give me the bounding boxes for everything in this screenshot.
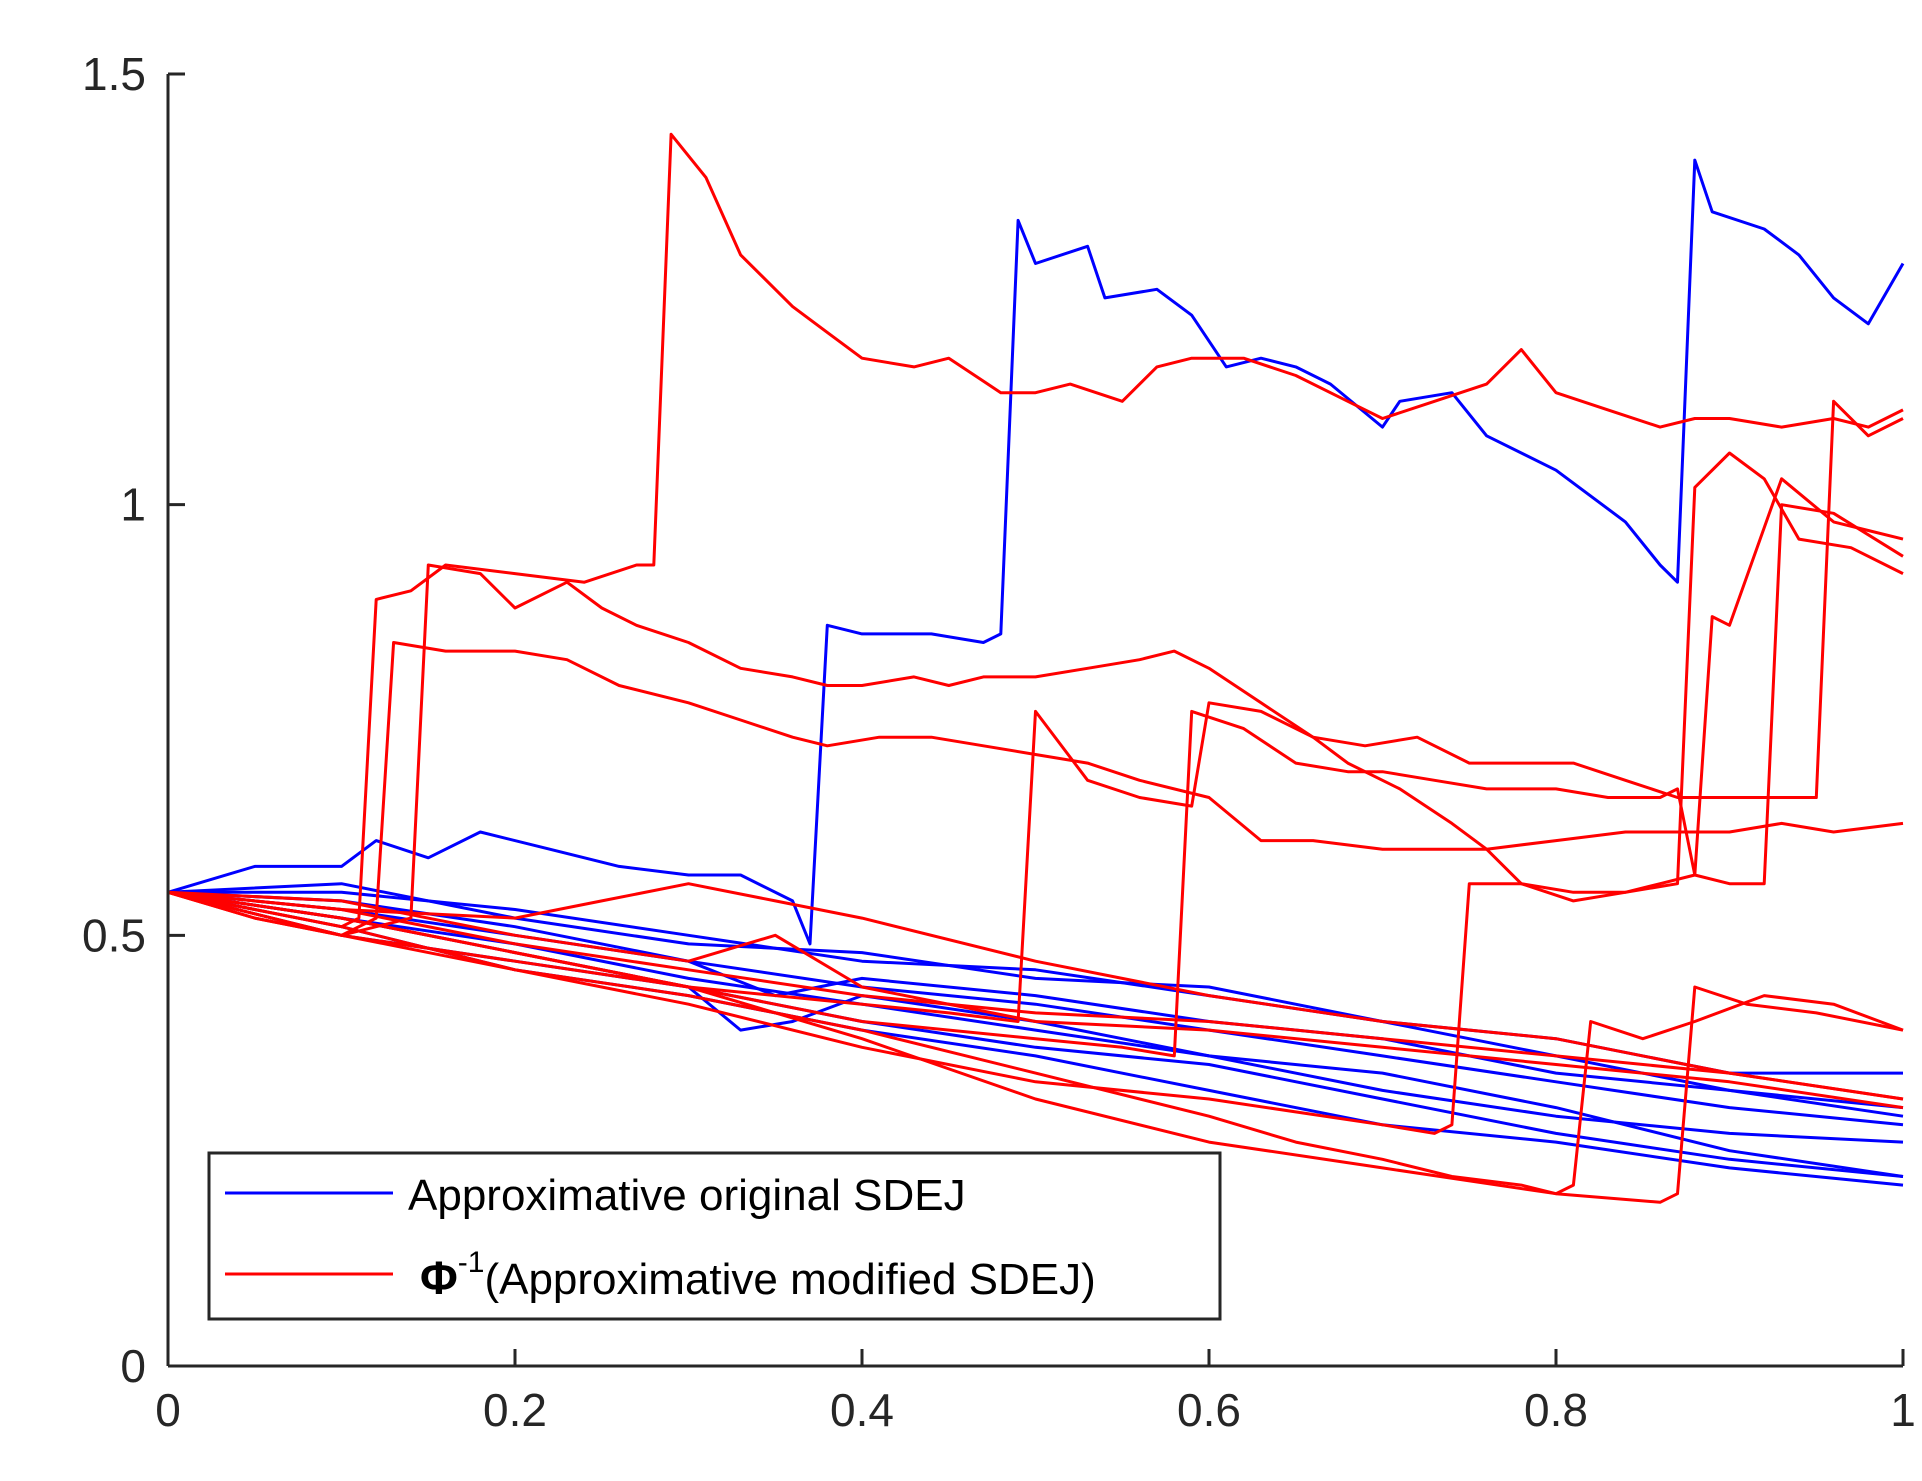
y-tick-label: 0.5 xyxy=(82,909,146,961)
series-line-modified-5 xyxy=(167,503,1904,1058)
series-line-modified-6 xyxy=(167,451,1904,1135)
x-tick-label: 0.6 xyxy=(1177,1384,1241,1436)
legend-label-modified: Φ-1(Approximative modified SDEJ) xyxy=(420,1246,1096,1304)
series-line-modified-11 xyxy=(167,890,1904,1101)
legend: Approximative original SDEJ Φ-1(Approxim… xyxy=(207,1151,1222,1321)
x-tick-label: 0.2 xyxy=(483,1384,547,1436)
series-line-original-9 xyxy=(167,890,1904,1178)
series-line-original-7 xyxy=(167,882,1904,1118)
x-tick-label: 0.8 xyxy=(1524,1384,1588,1436)
x-tick-label: 1 xyxy=(1890,1384,1916,1436)
legend-label-modified-text: (Approximative modified SDEJ) xyxy=(484,1255,1095,1304)
legend-box xyxy=(207,1151,1222,1321)
x-tick-label: 0 xyxy=(155,1384,181,1436)
legend-label-original: Approximative original SDEJ xyxy=(408,1171,966,1220)
series-line-original-2 xyxy=(167,890,1904,1110)
series-line-modified-3 xyxy=(167,641,1904,937)
series-line-modified-2 xyxy=(167,477,1904,937)
series-layer xyxy=(167,132,1905,1204)
y-tick-label: 1 xyxy=(120,479,146,531)
series-line-modified-1 xyxy=(167,132,1904,929)
series-line-modified-9 xyxy=(167,882,1904,1101)
y-tick-label: 1.5 xyxy=(82,48,146,100)
x-tick-label: 0.4 xyxy=(830,1384,894,1436)
series-line-modified-8 xyxy=(167,890,1904,1204)
series-line-modified-10 xyxy=(167,890,1904,1110)
y-tick-label: 0 xyxy=(120,1340,146,1392)
series-line-modified-4 xyxy=(167,399,1904,1023)
series-line-original-8 xyxy=(167,890,1904,1127)
ticks: 0 0.2 0.4 0.6 0.8 1 0 0.5 1 1.5 xyxy=(82,48,1916,1436)
legend-superscript: -1 xyxy=(458,1246,485,1279)
series-line-original-1 xyxy=(167,158,1905,946)
series-line-modified-7 xyxy=(167,890,1904,1196)
legend-phi-symbol: Φ xyxy=(420,1252,458,1304)
axes xyxy=(166,74,1903,1368)
